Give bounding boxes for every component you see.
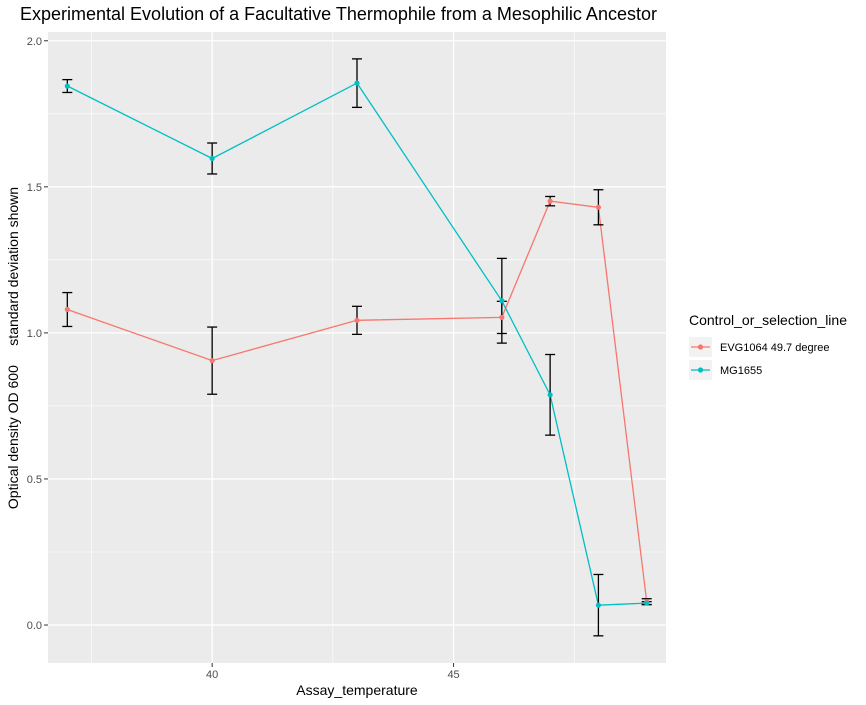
data-point-1 xyxy=(354,80,360,86)
major-gridlines xyxy=(48,32,666,663)
x-axis-ticks: 40 45 xyxy=(206,663,460,681)
data-point-0 xyxy=(499,314,505,321)
y-tick-label: 1.5 xyxy=(27,182,42,194)
data-point-1 xyxy=(644,600,650,606)
chart-title: Experimental Evolution of a Facultative … xyxy=(20,4,657,24)
y-tick-label: 0.5 xyxy=(27,474,42,486)
data-point-1 xyxy=(64,83,70,89)
data-point-1 xyxy=(547,392,553,398)
legend-item: MG1655 xyxy=(689,360,762,380)
data-points xyxy=(64,80,650,608)
minor-gridlines xyxy=(48,32,666,663)
y-axis-ticks: 0.0 0.5 1.0 1.5 2.0 xyxy=(27,36,48,632)
data-point-1 xyxy=(209,155,215,162)
legend-key-point xyxy=(697,344,704,350)
data-point-0 xyxy=(354,317,360,323)
data-point-0 xyxy=(595,204,602,210)
data-point-1 xyxy=(499,298,505,304)
legend-key-point xyxy=(697,367,704,373)
data-point-0 xyxy=(547,198,553,204)
legend-label: EVG1064 49.7 degree xyxy=(720,342,829,354)
plot-panel xyxy=(48,32,666,663)
data-point-1 xyxy=(595,602,602,608)
legend-title: Control_or_selection_line xyxy=(689,312,847,328)
data-point-0 xyxy=(209,358,215,364)
y-tick-label: 2.0 xyxy=(27,36,42,48)
y-tick-label: 0.0 xyxy=(27,620,42,632)
x-tick-label: 45 xyxy=(447,669,459,681)
legend-label: MG1655 xyxy=(720,365,762,377)
y-axis-title: Optical density OD 600 standard deviatio… xyxy=(5,187,21,509)
y-tick-label: 1.0 xyxy=(27,328,42,340)
legend-item: EVG1064 49.7 degree xyxy=(689,337,829,357)
data-point-0 xyxy=(64,306,70,313)
legend: Control_or_selection_line EVG1064 49.7 d… xyxy=(689,312,847,380)
x-axis-title: Assay_temperature xyxy=(296,682,418,698)
x-tick-label: 40 xyxy=(206,669,218,681)
